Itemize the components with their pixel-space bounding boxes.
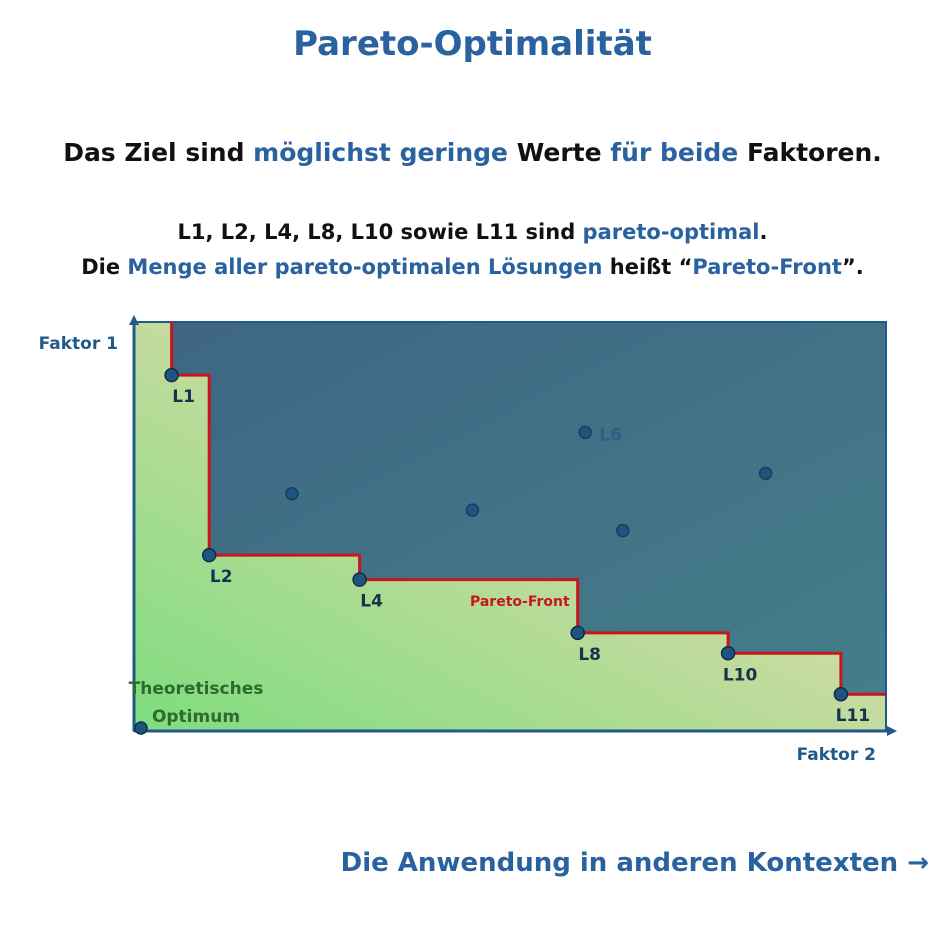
info1-text-1: L1, L2, L4, L8, L10 sowie L11 sind (177, 220, 583, 244)
dominated-point-label: L6 (599, 425, 622, 445)
dominated-point (465, 503, 480, 517)
dominated-point (285, 487, 299, 501)
goal-sentence: Das Ziel sind möglichst geringe Werte fü… (0, 138, 945, 167)
pareto-point-label: L4 (360, 592, 383, 612)
info1-highlight: pareto-optimal (582, 220, 760, 244)
info2-highlight-2: Pareto-Front (692, 255, 842, 279)
goal-highlight-2: für beide (610, 138, 739, 167)
pareto-point (833, 686, 849, 702)
info2-text-1: Die (81, 255, 128, 279)
pareto-chart: Faktor 1 Faktor 2 Pareto-Front Theoretis… (39, 315, 897, 765)
info2-text-2: heißt “ (602, 255, 693, 279)
pareto-optimal-sentence: L1, L2, L4, L8, L10 sowie L11 sind paret… (0, 220, 945, 244)
pareto-front-sentence: Die Menge aller pareto-optimalen Lösunge… (0, 255, 945, 279)
info2-text-3: ”. (841, 255, 864, 279)
points-layer: L6 L1 L2 L4 L8 L10 L11 (134, 367, 871, 735)
dominated-point (758, 466, 773, 481)
pareto-point-label: L1 (172, 387, 195, 407)
next-topic-link[interactable]: Die Anwendung in anderen Kontexten → (341, 848, 929, 878)
dominated-point (578, 425, 592, 440)
pareto-point-label: L8 (578, 645, 601, 665)
pareto-front-label: Pareto-Front (470, 594, 570, 610)
pareto-point-label: L2 (210, 567, 233, 587)
goal-text-1: Das Ziel sind (63, 138, 254, 167)
next-topic-label: Die Anwendung in anderen Kontexten (340, 848, 899, 878)
ideal-point (134, 721, 148, 735)
pareto-point-label: L10 (723, 665, 758, 685)
y-axis-label: Faktor 1 (39, 334, 118, 354)
pareto-point-label: L11 (836, 706, 871, 726)
goal-text-2: Werte (507, 138, 611, 167)
pareto-point (201, 547, 217, 563)
dominated-point (616, 523, 630, 538)
pareto-point (352, 572, 367, 587)
page-title: Pareto-Optimalität (293, 24, 652, 64)
dominated-area (171, 322, 887, 695)
pareto-point (570, 625, 585, 641)
arrow-right-icon: → (907, 848, 929, 878)
goal-highlight-1: möglichst geringe (253, 138, 508, 167)
pareto-point (720, 646, 736, 661)
pareto-point (164, 367, 179, 383)
ideal-point-label: Theoretisches Optimum (129, 679, 264, 727)
x-axis-label: Faktor 2 (797, 745, 876, 765)
info2-highlight-1: Menge aller pareto-optimalen Lösungen (127, 255, 603, 279)
pareto-front-line (170, 322, 886, 696)
info1-text-2: . (759, 220, 768, 244)
goal-text-3: Faktoren. (738, 138, 882, 167)
